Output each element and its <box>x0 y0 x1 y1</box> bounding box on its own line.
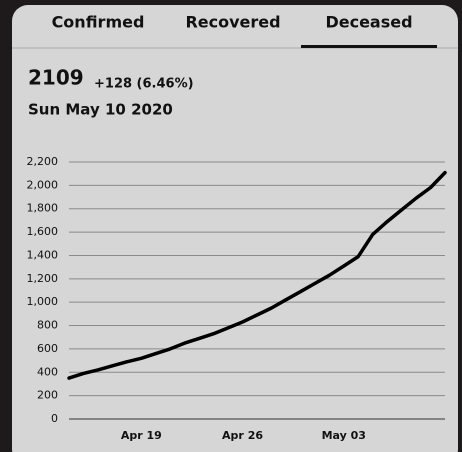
y-tick-label: 2,000 <box>27 178 59 191</box>
card <box>12 5 458 452</box>
y-tick-label: 1,000 <box>27 295 59 308</box>
summary-value: 2109 <box>28 66 84 90</box>
y-tick-label: 0 <box>51 412 58 425</box>
tab[interactable]: Deceased <box>325 13 412 32</box>
summary-change: +128 (6.46%) <box>94 77 194 92</box>
y-tick-label: 200 <box>37 389 58 402</box>
y-tick-label: 600 <box>37 342 58 355</box>
y-tick-label: 1,800 <box>27 202 59 215</box>
tab[interactable]: Recovered <box>185 13 280 32</box>
y-tick-label: 1,400 <box>27 248 59 261</box>
chart: 0 200 400 600 800 1,000 1,200 1,400 1,600 1,800 2,… <box>27 155 447 442</box>
tab-bar: Confirmed Recovered Deceased <box>52 13 437 48</box>
y-tick-label: 800 <box>37 319 58 332</box>
x-tick-label: Apr 19 <box>121 429 162 442</box>
x-tick-label: May 03 <box>322 429 366 442</box>
y-tick-label: 1,600 <box>27 225 59 238</box>
tab-indicator <box>301 45 437 48</box>
data-line <box>67 170 447 380</box>
tab[interactable]: Confirmed <box>52 13 145 32</box>
x-tick-label: Apr 26 <box>222 429 263 442</box>
y-tick-label: 2,200 <box>27 155 59 168</box>
y-tick-label: 400 <box>37 365 58 378</box>
y-tick-label: 1,200 <box>27 272 59 285</box>
summary-date: Sun May 10 2020 <box>28 101 173 119</box>
